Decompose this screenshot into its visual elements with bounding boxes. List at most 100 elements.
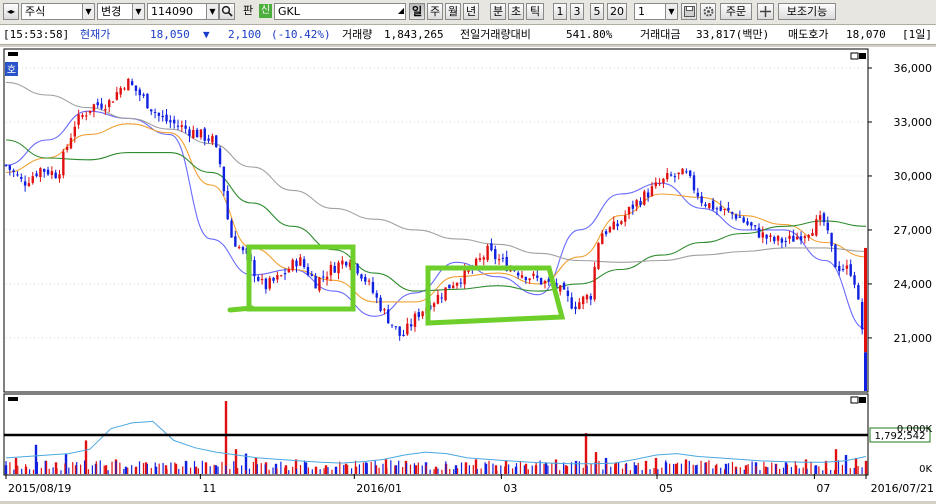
volume-bar-fill bbox=[759, 470, 761, 474]
y-tick-label: 27,000 bbox=[894, 224, 933, 237]
close-icon[interactable] bbox=[859, 53, 866, 59]
panel-handle-icon[interactable] bbox=[8, 397, 18, 401]
period-button-second[interactable]: 초 bbox=[508, 3, 524, 20]
candle-body bbox=[207, 138, 210, 141]
volume-bar-fill bbox=[370, 461, 372, 474]
candle-body bbox=[612, 221, 615, 230]
price-chart[interactable]: 36,000 33,000 30,000 27,000 24,000 21,000 201… bbox=[0, 47, 936, 501]
candle-body bbox=[753, 225, 757, 227]
number-button-5[interactable]: 5 bbox=[590, 3, 604, 20]
volume-bar-fill bbox=[610, 466, 612, 474]
name-field[interactable]: GKL ◢ bbox=[274, 3, 406, 20]
candle-body bbox=[608, 227, 612, 233]
volume-bar-fill bbox=[17, 465, 19, 474]
volume-bar-fill bbox=[818, 466, 820, 474]
volume-bar-fill bbox=[802, 467, 804, 474]
candle-body bbox=[677, 172, 680, 175]
candle-body bbox=[742, 217, 745, 223]
candle-body bbox=[524, 276, 528, 281]
volume-bar-fill bbox=[268, 469, 270, 474]
candle-body bbox=[731, 212, 734, 214]
volume-bar bbox=[74, 465, 78, 474]
moving-average-line bbox=[5, 123, 867, 303]
period-button-day[interactable]: 일 bbox=[409, 3, 425, 20]
period-button-month[interactable]: 월 bbox=[445, 3, 461, 20]
save-button[interactable] bbox=[681, 3, 697, 20]
candle-body bbox=[757, 227, 761, 238]
candle-body bbox=[195, 129, 199, 138]
count-input[interactable]: 1 ▼ bbox=[634, 3, 678, 20]
volume-bar-fill bbox=[480, 468, 482, 474]
settings-button[interactable] bbox=[700, 3, 716, 20]
candle-body bbox=[65, 146, 69, 150]
grid bbox=[6, 67, 866, 339]
volume-bar-fill bbox=[138, 461, 141, 474]
crosshair-icon bbox=[760, 6, 771, 17]
change-label: 변경 bbox=[101, 5, 122, 18]
period-button-week[interactable]: 주 bbox=[427, 3, 443, 20]
candle-body bbox=[92, 104, 96, 112]
volume-bar-fill bbox=[492, 463, 494, 474]
candle-body bbox=[413, 313, 417, 327]
candle-body bbox=[226, 191, 229, 220]
volume-bar-fill bbox=[225, 465, 227, 474]
search-button[interactable] bbox=[219, 3, 235, 20]
period-button-year[interactable]: 년 bbox=[463, 3, 479, 20]
market-select[interactable]: 주식 ▼ bbox=[21, 3, 95, 20]
candle-body bbox=[58, 174, 61, 179]
candle-body bbox=[218, 148, 222, 165]
volume-bar-fill bbox=[712, 468, 714, 474]
candle-body bbox=[310, 274, 313, 276]
period-button-tick[interactable]: 틱 bbox=[526, 3, 544, 20]
order-button[interactable]: 주문 bbox=[720, 3, 752, 20]
candle-body bbox=[776, 235, 780, 241]
volume-tick-bottom: 0K bbox=[919, 464, 932, 475]
volume-bar bbox=[564, 465, 568, 474]
volume-bar-fill bbox=[244, 470, 247, 474]
code-input[interactable]: 114090 ▼ bbox=[147, 3, 219, 20]
volume-bar bbox=[414, 465, 418, 474]
volume-bar-fill bbox=[441, 469, 443, 474]
number-button-3[interactable]: 3 bbox=[570, 3, 584, 20]
maximize-icon[interactable] bbox=[850, 52, 859, 60]
candle-body bbox=[333, 265, 336, 273]
change-select[interactable]: 변경 ▼ bbox=[97, 3, 145, 20]
volume-bar-fill bbox=[539, 460, 541, 474]
volume-bar-fill bbox=[303, 460, 306, 474]
candle-body bbox=[215, 135, 218, 148]
aux-function-button[interactable]: 보조기능 bbox=[778, 3, 836, 20]
candle-body bbox=[631, 204, 635, 209]
volume-bar-fill bbox=[531, 465, 533, 474]
toggle-icon[interactable]: ◂▸ bbox=[3, 3, 19, 20]
panel-handle-icon[interactable] bbox=[8, 52, 18, 56]
sin-badge: 신 bbox=[259, 4, 272, 18]
volume-bar-fill bbox=[32, 469, 35, 474]
box-annotations bbox=[227, 244, 566, 326]
candle-body bbox=[31, 176, 34, 183]
volume-bar bbox=[104, 465, 108, 474]
candle-body bbox=[383, 309, 386, 311]
volume-bar bbox=[764, 466, 768, 474]
candle-body bbox=[272, 277, 275, 281]
candle-body bbox=[803, 236, 807, 238]
candle-body bbox=[467, 269, 470, 272]
close-icon[interactable] bbox=[859, 397, 866, 403]
candle-body bbox=[367, 280, 371, 282]
volume-bar bbox=[504, 460, 508, 474]
pan-button[interactable]: 판 bbox=[238, 3, 258, 20]
candle-body bbox=[597, 242, 600, 269]
volume-bar-fill bbox=[233, 461, 235, 474]
pan-label: 판 bbox=[242, 4, 254, 17]
maximize-icon[interactable] bbox=[850, 396, 859, 404]
candle-body bbox=[161, 115, 164, 118]
candle-body bbox=[88, 110, 92, 113]
number-button-1[interactable]: 1 bbox=[553, 3, 567, 20]
number-button-20[interactable]: 20 bbox=[607, 3, 627, 20]
period-button-minute[interactable]: 분 bbox=[490, 3, 506, 20]
volume-bar-fill bbox=[606, 462, 608, 474]
candle-body bbox=[734, 214, 738, 219]
crosshair-button[interactable] bbox=[757, 3, 774, 20]
candle-body bbox=[302, 259, 306, 268]
volume-bar bbox=[194, 466, 198, 474]
candle-body bbox=[593, 266, 596, 300]
